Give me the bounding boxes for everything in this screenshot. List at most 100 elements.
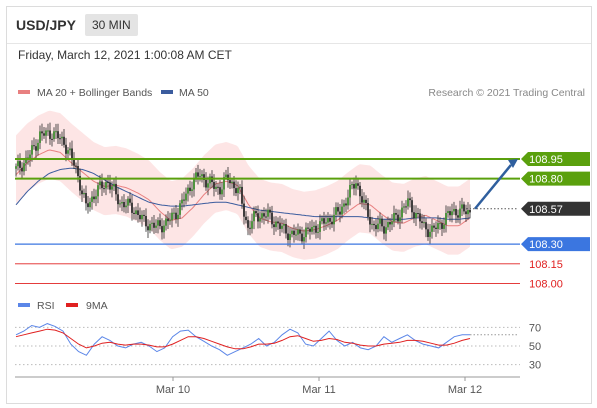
level-tag-108.95 (521, 151, 590, 166)
candle-body (359, 185, 361, 197)
candle-body (251, 221, 253, 229)
forecast-arrow-shaft (474, 164, 512, 210)
candle-body (247, 220, 249, 228)
candle-body (189, 187, 191, 191)
candle-body (383, 226, 385, 234)
candle-body (407, 198, 409, 207)
candle-body (287, 233, 289, 240)
candle-body (149, 223, 151, 231)
candle-body (387, 222, 389, 228)
candle-body (223, 177, 225, 190)
timeframe-button[interactable]: 30 MIN (85, 14, 138, 36)
chart-header: USD/JPY 30 MIN (7, 7, 591, 44)
candle-body (179, 203, 181, 215)
candle-body (371, 223, 373, 225)
candle-body (367, 203, 369, 217)
candle-body (365, 199, 367, 204)
candle-body (73, 158, 75, 166)
candle-body (315, 225, 317, 233)
candle-body (61, 136, 63, 139)
candle-body (67, 150, 69, 154)
candle-body (77, 166, 79, 176)
ma50-legend-label: MA 50 (179, 87, 209, 99)
candle-body (177, 214, 179, 220)
candle-body (125, 205, 127, 208)
candle-body (279, 223, 281, 229)
candle-body (325, 222, 327, 224)
rsi-tick-label-50: 50 (529, 341, 541, 353)
candle-body (411, 200, 413, 213)
candle-body (355, 183, 357, 189)
candle-body (467, 210, 469, 215)
candle-body (289, 234, 291, 240)
candle-body (165, 218, 167, 226)
candle-body (229, 180, 231, 184)
candle-body (133, 212, 135, 214)
candle-body (167, 218, 169, 222)
candle-body (215, 186, 217, 189)
candle-body (173, 212, 175, 214)
candle-body (435, 227, 437, 229)
candle-body (349, 185, 351, 198)
candle-body (429, 231, 431, 237)
candle-body (213, 182, 215, 189)
candle-body (19, 161, 21, 168)
candle-body (301, 233, 303, 242)
candle-body (455, 209, 457, 216)
rsi-legend-swatch (18, 303, 30, 307)
candle-body (425, 222, 427, 230)
candle-body (183, 199, 185, 201)
rsi-line (15, 323, 470, 356)
candle-body (417, 213, 419, 214)
candle-body (199, 176, 201, 178)
candle-body (337, 207, 339, 212)
candle-body (135, 210, 137, 214)
candle-body (275, 221, 277, 228)
candle-body (117, 194, 119, 205)
candle-body (113, 183, 115, 187)
candle-body (457, 215, 459, 218)
candle-body (175, 212, 177, 219)
candle-body (197, 172, 199, 177)
bollinger-band (16, 110, 470, 260)
candle-body (283, 224, 285, 226)
candle-body (395, 213, 397, 215)
candle-body (465, 211, 467, 215)
forecast-arrow-head (508, 158, 518, 168)
candle-body (319, 221, 321, 232)
candle-body (171, 212, 173, 221)
candle-body (17, 161, 19, 167)
candle-body (123, 202, 125, 208)
candle-body (369, 217, 371, 225)
candle-body (151, 222, 153, 224)
candle-body (419, 213, 421, 222)
candle-body (111, 186, 113, 190)
candle-body (391, 221, 393, 225)
candle-body (331, 221, 333, 225)
candle-body (207, 183, 209, 188)
candle-body (305, 227, 307, 238)
candle-body (277, 221, 279, 224)
candle-body (269, 209, 271, 213)
candle-body (299, 229, 301, 234)
candle-body (441, 223, 443, 229)
candle-body (99, 181, 101, 186)
candle-body (295, 234, 297, 236)
candle-body (447, 211, 449, 213)
level-tag-108.80 (521, 171, 590, 186)
candle-body (41, 131, 43, 134)
candle-body (267, 209, 269, 217)
candle-body (235, 188, 237, 194)
candle-body (209, 176, 211, 184)
candle-body (155, 225, 157, 228)
candle-body (263, 213, 265, 217)
candle-body (341, 206, 343, 215)
level-label-108.30: 108.30 (529, 239, 563, 251)
candle-body (103, 188, 105, 190)
candle-body (169, 220, 171, 222)
candle-body (451, 211, 453, 216)
candle-body (243, 203, 245, 217)
candle-body (53, 131, 55, 139)
candle-body (323, 218, 325, 224)
candle-body (459, 208, 461, 218)
